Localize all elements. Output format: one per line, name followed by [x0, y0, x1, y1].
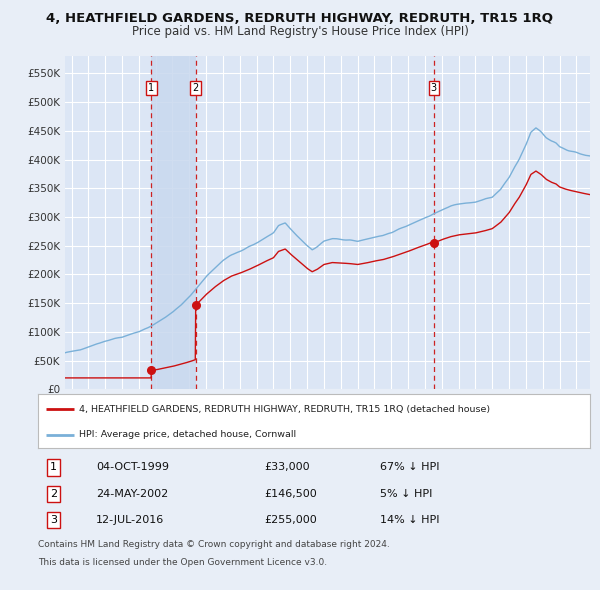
Text: £255,000: £255,000 — [264, 515, 317, 525]
Text: This data is licensed under the Open Government Licence v3.0.: This data is licensed under the Open Gov… — [38, 558, 327, 566]
Text: 2: 2 — [193, 83, 199, 93]
Text: Contains HM Land Registry data © Crown copyright and database right 2024.: Contains HM Land Registry data © Crown c… — [38, 540, 389, 549]
Bar — [151, 56, 196, 389]
Text: 1: 1 — [50, 463, 57, 473]
Text: 1: 1 — [148, 83, 155, 93]
Text: 3: 3 — [431, 83, 437, 93]
Text: 4, HEATHFIELD GARDENS, REDRUTH HIGHWAY, REDRUTH, TR15 1RQ: 4, HEATHFIELD GARDENS, REDRUTH HIGHWAY, … — [47, 12, 554, 25]
Text: 67% ↓ HPI: 67% ↓ HPI — [380, 463, 440, 473]
Text: 04-OCT-1999: 04-OCT-1999 — [96, 463, 169, 473]
Text: 4, HEATHFIELD GARDENS, REDRUTH HIGHWAY, REDRUTH, TR15 1RQ (detached house): 4, HEATHFIELD GARDENS, REDRUTH HIGHWAY, … — [79, 405, 490, 414]
Text: 14% ↓ HPI: 14% ↓ HPI — [380, 515, 440, 525]
Text: 12-JUL-2016: 12-JUL-2016 — [96, 515, 164, 525]
Text: 2: 2 — [50, 489, 57, 499]
Text: £33,000: £33,000 — [264, 463, 310, 473]
Text: 3: 3 — [50, 515, 57, 525]
Text: 24-MAY-2002: 24-MAY-2002 — [96, 489, 168, 499]
Text: £146,500: £146,500 — [264, 489, 317, 499]
Text: Price paid vs. HM Land Registry's House Price Index (HPI): Price paid vs. HM Land Registry's House … — [131, 25, 469, 38]
Text: 5% ↓ HPI: 5% ↓ HPI — [380, 489, 433, 499]
Text: HPI: Average price, detached house, Cornwall: HPI: Average price, detached house, Corn… — [79, 430, 296, 440]
